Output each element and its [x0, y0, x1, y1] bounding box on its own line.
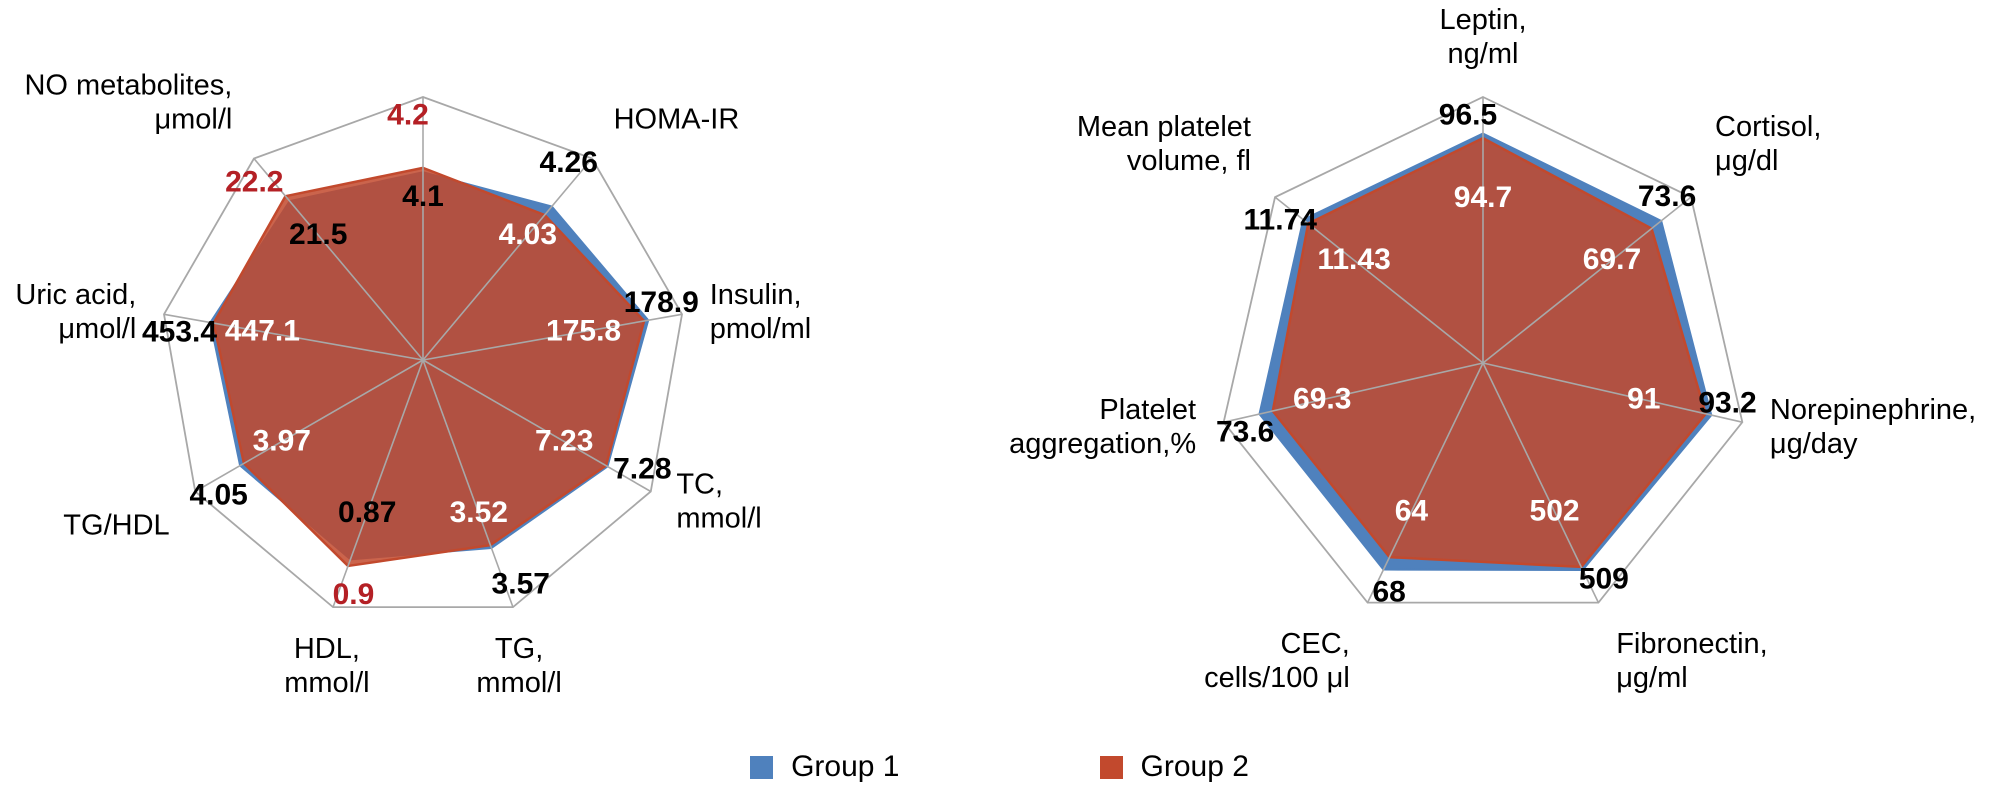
value-label-group1: 68 [1372, 575, 1405, 608]
value-label-group1: 21.5 [289, 218, 347, 251]
legend-item-group1: Group 1 [750, 750, 900, 784]
value-label-group2: 502 [1530, 495, 1580, 528]
axis-label: TC, mmol/l [676, 469, 761, 535]
radar-chart-left: 4.2 4.1 HOMA-IR 4.26 4.03 Insulin, pmol/ml 178.… [15, 70, 811, 699]
value-label-group2: 94.7 [1454, 181, 1512, 214]
value-label-group1: 73.6 [1216, 416, 1274, 449]
radar-grid-spoke [422, 313, 683, 361]
value-label-group1: 7.28 [613, 452, 671, 485]
value-label-group1: 96.5 [1439, 99, 1497, 132]
axis-label: Norepinephrine, μg/day [1770, 394, 1976, 460]
radar-grid-spoke [1482, 196, 1692, 364]
axis-label: Insulin, pmol/ml [710, 279, 812, 345]
radar-grid-spoke [422, 359, 514, 608]
value-label-group2: 0.9 [333, 578, 375, 611]
legend-label-group1: Group 1 [791, 750, 900, 783]
radar-grid-ring [163, 96, 683, 609]
value-label-group2: 3.97 [253, 425, 311, 458]
group2-polygon [212, 166, 646, 568]
value-label-group1: 509 [1579, 562, 1629, 595]
radar-grid-ring [1222, 96, 1744, 604]
group1-color-swatch [750, 755, 774, 779]
value-label-group2: 4.2 [387, 98, 429, 131]
value-label-group1: 11.74 [1244, 203, 1318, 236]
chart-legend: Group 1 Group 2 [0, 750, 1999, 784]
value-label-group1: 4.1 [402, 180, 444, 213]
value-label-group2: 64 [1395, 495, 1429, 528]
radar-charts: 4.2 4.1 HOMA-IR 4.26 4.03 Insulin, pmol/ml 178.… [15, 4, 1976, 699]
radar-grid-spoke [1366, 362, 1484, 604]
value-label-group1: 4.05 [189, 478, 247, 511]
value-label-group2: 11.43 [1317, 243, 1390, 276]
value-label-group1: 73.6 [1638, 180, 1696, 213]
radar-grid-spoke [163, 313, 424, 361]
radar-grid-spoke [1223, 362, 1484, 423]
value-label-group2: 7.23 [535, 425, 593, 458]
value-label-group1: 0.87 [338, 496, 396, 529]
axis-label: NO metabolites, μmol/l [24, 70, 232, 136]
value-label-group2: 175.8 [546, 315, 621, 348]
value-label-group1: 4.26 [540, 146, 598, 179]
value-label-group1: 3.57 [492, 568, 550, 601]
radar-grid-spoke [1482, 362, 1600, 604]
value-label-group1: 178.9 [624, 286, 699, 319]
axis-label: CEC, cells/100 μl [1204, 628, 1350, 694]
axis-label: HDL, mmol/l [284, 633, 369, 699]
value-label-group2: 69.7 [1583, 243, 1641, 276]
value-label-group2: 3.52 [450, 496, 508, 529]
axis-label: Platelet aggregation,% [1009, 394, 1196, 460]
axis-label: TG/HDL [63, 510, 169, 542]
axis-label: HOMA-IR [614, 104, 740, 136]
value-label-group2: 69.3 [1293, 383, 1351, 416]
radar-grid-spoke [422, 158, 593, 361]
axis-label: Uric acid, μmol/l [15, 279, 136, 345]
radar-grid-spoke [422, 359, 652, 493]
radar-grid-spoke [253, 158, 424, 361]
radar-grid-spoke [1482, 362, 1743, 423]
radar-chart-right: Leptin, ng/ml 96.5 94.7 Cortisol, μg/dl 73.6 69… [1009, 4, 1976, 694]
value-label-group2: 4.03 [499, 218, 557, 251]
value-label-group2: 22.2 [225, 165, 283, 198]
group2-polygon [1271, 136, 1707, 569]
axis-label: Cortisol, μg/dl [1715, 111, 1821, 177]
axis-label: Mean platelet volume, fl [1077, 111, 1251, 177]
axis-label: Leptin, ng/ml [1439, 4, 1526, 70]
value-label-group2: 91 [1627, 383, 1660, 416]
legend-label-group2: Group 2 [1140, 750, 1249, 783]
radar-grid-spoke [1274, 196, 1484, 364]
group2-color-swatch [1099, 755, 1123, 779]
radar-grid-spoke [194, 359, 424, 493]
value-label-group2: 447.1 [225, 315, 300, 348]
radar-grid-spoke [332, 359, 424, 608]
value-label-group1: 93.2 [1698, 386, 1756, 419]
value-label-group1: 453.4 [142, 315, 217, 348]
axis-label: Fibronectin, μg/ml [1616, 628, 1768, 694]
axis-label: TG, mmol/l [476, 633, 561, 699]
legend-item-group2: Group 2 [1099, 750, 1249, 784]
